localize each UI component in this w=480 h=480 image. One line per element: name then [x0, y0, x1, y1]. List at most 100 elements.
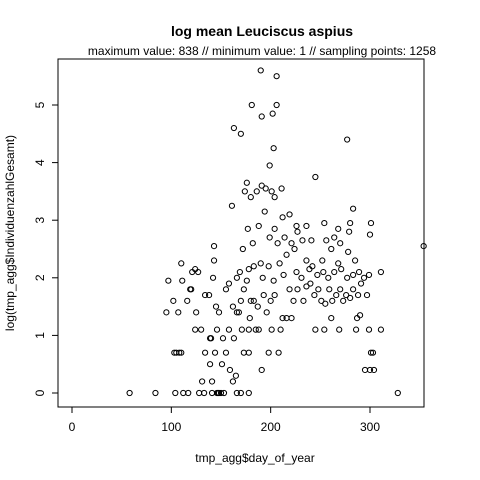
data-point [170, 297, 177, 304]
data-point [275, 349, 282, 356]
data-point [152, 389, 159, 397]
data-point [233, 389, 240, 397]
data-point [237, 130, 244, 137]
data-point [262, 185, 269, 192]
data-point [220, 389, 228, 397]
data-point [352, 326, 360, 333]
data-point [303, 283, 310, 290]
x-tick-label: 300 [360, 420, 380, 434]
y-tick-label: 4 [33, 159, 47, 166]
data-point [360, 274, 368, 281]
data-point [321, 326, 328, 333]
data-point [176, 349, 183, 356]
data-point [352, 257, 359, 264]
chart-subtitle: maximum value: 838 // minimum value: 1 /… [88, 44, 436, 58]
data-point [237, 297, 244, 304]
data-point [322, 300, 329, 307]
data-point [366, 231, 374, 238]
data-point [366, 366, 374, 374]
data-point [247, 194, 254, 201]
data-point [207, 335, 215, 342]
y-tick-label: 5 [33, 101, 47, 108]
data-point [343, 291, 350, 299]
data-point [367, 219, 375, 227]
data-point [211, 349, 219, 356]
data-point [328, 245, 335, 253]
data-point [283, 251, 290, 258]
data-point [266, 162, 273, 169]
data-point [365, 271, 373, 279]
data-point [233, 274, 240, 281]
data-point [331, 234, 338, 241]
data-point [233, 309, 240, 316]
data-point [258, 366, 265, 374]
data-point [377, 326, 385, 333]
data-point [240, 349, 247, 356]
data-point [312, 326, 319, 333]
data-point [210, 257, 218, 264]
data-point [202, 349, 209, 356]
x-axis: 0 100 200 300 [69, 406, 380, 434]
data-point [245, 349, 252, 356]
data-point [337, 240, 344, 247]
data-point [192, 266, 199, 273]
data-point [270, 145, 277, 152]
data-point [263, 309, 270, 316]
data-point [241, 188, 248, 195]
data-point [206, 361, 214, 368]
data-point [185, 389, 192, 397]
data-point [198, 326, 205, 333]
data-point [268, 326, 275, 333]
y-tick-label: 1 [33, 332, 47, 339]
data-point [258, 113, 265, 120]
data-point [229, 378, 237, 385]
data-point [299, 237, 306, 244]
data-point [189, 268, 196, 276]
data-point [291, 245, 298, 253]
data-point [172, 389, 179, 397]
data-point [367, 349, 375, 356]
data-point [271, 194, 278, 201]
data-point [192, 326, 199, 333]
data-point [335, 260, 342, 267]
data-point [255, 222, 262, 230]
data-point [321, 219, 328, 227]
data-point [257, 260, 264, 267]
data-point [307, 280, 314, 287]
data-point [240, 286, 247, 293]
data-point [225, 326, 233, 333]
data-point [217, 389, 225, 397]
data-point [350, 286, 357, 293]
data-point [294, 228, 301, 235]
data-point [235, 309, 242, 316]
y-tick-label: 2 [33, 274, 47, 281]
data-point [232, 372, 239, 379]
data-point [274, 240, 281, 247]
data-point [340, 297, 347, 304]
data-point [320, 268, 327, 276]
data-point [247, 297, 254, 304]
data-point [254, 303, 261, 310]
y-axis-label: log(tmp_agg$IndividuenzahlGesamt) [3, 135, 17, 331]
data-point [338, 266, 345, 273]
data-point [344, 136, 351, 143]
data-point [244, 225, 251, 232]
data-point [278, 185, 285, 192]
data-point [270, 277, 277, 284]
data-point [188, 286, 195, 293]
data-point [271, 291, 278, 299]
data-point [279, 214, 286, 221]
data-point [288, 240, 295, 247]
data-point [345, 248, 352, 255]
data-point [308, 237, 315, 244]
data-point [337, 286, 344, 293]
data-point [243, 277, 250, 284]
data-point [293, 222, 300, 230]
data-point [258, 182, 265, 189]
data-point [212, 303, 220, 310]
data-point [248, 101, 255, 109]
data-point [365, 326, 373, 333]
data-point [249, 240, 256, 247]
data-point [331, 268, 338, 276]
data-point [306, 266, 313, 273]
